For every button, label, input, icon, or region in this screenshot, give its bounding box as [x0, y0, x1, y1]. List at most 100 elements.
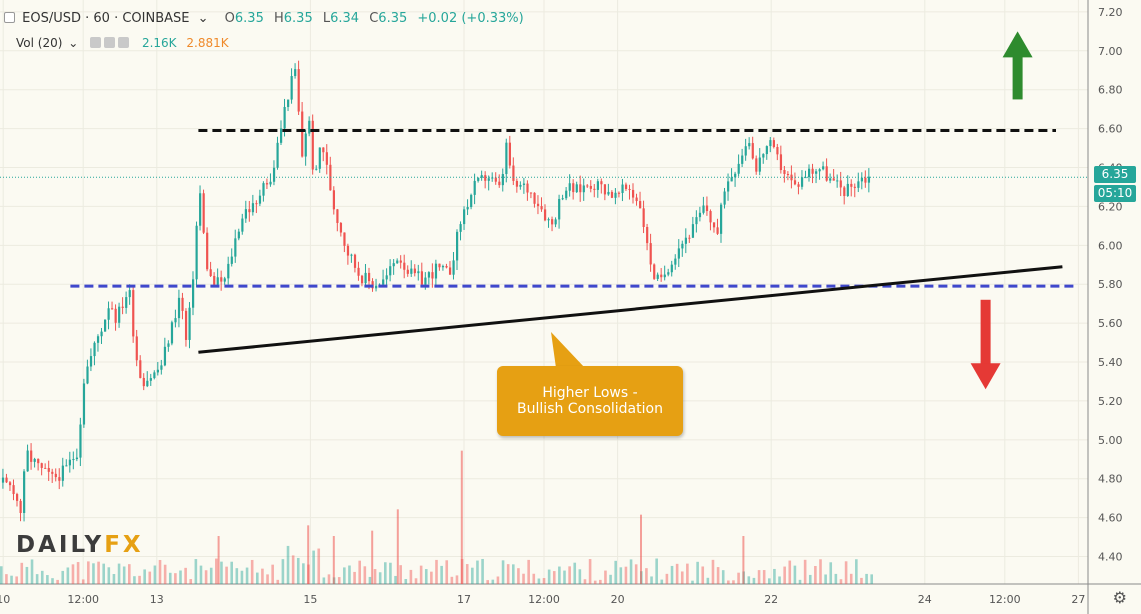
- volume-bar: [629, 559, 633, 584]
- candle-body: [526, 183, 529, 193]
- candle-body: [336, 209, 339, 223]
- candle-body: [603, 184, 607, 195]
- volume-spike: [742, 536, 745, 584]
- candle-body: [51, 471, 54, 474]
- volume-bar: [20, 562, 24, 584]
- volume-bar: [281, 559, 285, 584]
- time-tick-label: 22: [764, 593, 778, 606]
- gear-icon[interactable]: ⚙: [1112, 588, 1127, 607]
- candle-body: [248, 209, 251, 213]
- close-icon[interactable]: [118, 37, 130, 48]
- candle-body: [864, 177, 867, 183]
- volume-bar: [204, 570, 208, 584]
- candle-body: [311, 120, 314, 170]
- candle-body: [396, 260, 399, 264]
- symbol-label[interactable]: EOS/USD · 60 · COINBASE: [22, 11, 190, 26]
- volume-bar: [834, 573, 838, 584]
- volume-bar: [762, 570, 766, 584]
- candle-body: [160, 365, 163, 370]
- volume-bar: [552, 571, 556, 584]
- candle-body: [522, 183, 526, 185]
- volume-label[interactable]: Vol (20): [16, 36, 63, 50]
- candle-body: [294, 69, 297, 77]
- volume-bar: [179, 570, 182, 584]
- volume-bar: [296, 557, 300, 584]
- volume-bar: [143, 569, 146, 584]
- chevron-down-icon[interactable]: ⌄: [197, 11, 209, 26]
- volume-bar: [747, 576, 751, 584]
- candle-body: [536, 203, 540, 207]
- candle-body: [403, 262, 406, 270]
- time-tick-label: 17: [457, 593, 471, 606]
- candle-body: [216, 277, 219, 285]
- chevron-down-icon[interactable]: ⌄: [68, 36, 79, 50]
- collapse-icon[interactable]: [4, 12, 15, 23]
- candle-body: [209, 269, 212, 277]
- candle-body: [533, 192, 536, 204]
- low-value: 6.34: [330, 11, 360, 26]
- candle-body: [75, 457, 79, 460]
- candle-body: [96, 336, 100, 343]
- volume-bar: [445, 560, 449, 584]
- candle-body: [392, 263, 395, 267]
- volume-bar: [686, 563, 689, 584]
- candle-body: [283, 106, 286, 129]
- visibility-icon[interactable]: [90, 37, 102, 48]
- price-tick-label: 6.00: [1098, 239, 1123, 252]
- chart-legend: EOS/USD · 60 · COINBASE ⌄ O6.35 H6.35 L6…: [4, 11, 524, 26]
- volume-spike: [640, 514, 642, 584]
- volume-bar: [266, 574, 269, 584]
- candle-body: [586, 185, 589, 187]
- volume-bar: [696, 561, 699, 584]
- volume-bar: [133, 576, 136, 584]
- candle-body: [297, 69, 300, 112]
- volume-bar: [378, 572, 382, 584]
- close-label: C: [369, 11, 379, 26]
- volume-bar: [486, 580, 489, 584]
- time-tick-label: 10: [0, 593, 10, 606]
- volume-bar: [373, 569, 377, 584]
- callout-pointer: [551, 332, 585, 368]
- candle-body: [79, 424, 82, 458]
- candle-body: [705, 205, 709, 212]
- candle-body: [519, 184, 522, 187]
- candle-body: [318, 147, 321, 169]
- price-tick-label: 5.20: [1098, 395, 1123, 408]
- volume-bar: [117, 563, 121, 584]
- candle-body: [100, 331, 103, 337]
- volume-bar: [61, 570, 65, 584]
- volume-bar: [343, 567, 346, 584]
- volume-bar: [527, 559, 530, 584]
- volume-bar: [286, 545, 290, 584]
- candle-body: [82, 383, 86, 425]
- high-label: H: [274, 11, 284, 26]
- volume-bar: [803, 559, 807, 584]
- candle-body: [734, 173, 737, 178]
- candle-body: [184, 310, 188, 340]
- candle-body: [593, 188, 596, 190]
- open-value: 6.35: [234, 11, 264, 26]
- volume-bar: [471, 567, 474, 584]
- candle-body: [765, 146, 768, 155]
- candle-body: [635, 197, 638, 202]
- candle-body: [850, 183, 853, 187]
- volume-legend: Vol (20) ⌄ 2.16K 2.881K: [16, 36, 229, 50]
- candle-body: [234, 238, 237, 257]
- candle-body: [153, 372, 156, 379]
- candle-body: [107, 308, 110, 320]
- candle-body: [118, 306, 121, 323]
- candle-body: [139, 360, 142, 378]
- candle-body: [255, 203, 258, 205]
- candle-body: [258, 195, 262, 204]
- candles: [1, 60, 871, 522]
- candle-body: [494, 177, 497, 182]
- settings-icon[interactable]: [104, 37, 116, 48]
- volume-bar: [829, 562, 833, 584]
- candle-body: [202, 193, 205, 233]
- volume-bar: [670, 565, 674, 584]
- volume-bar: [727, 580, 730, 584]
- candle-body: [786, 173, 790, 175]
- volume-bar: [547, 569, 551, 584]
- candle-body: [632, 189, 635, 198]
